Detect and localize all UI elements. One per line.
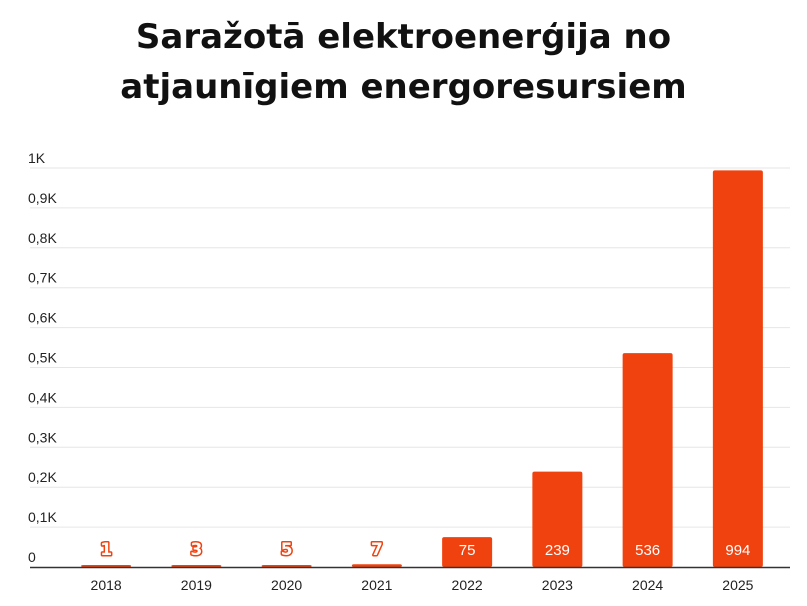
y-tick-label: 0,6K bbox=[28, 310, 57, 326]
y-tick-label: 0,3K bbox=[28, 429, 57, 445]
chart-title: Saražotā elektroenerģija no atjaunīgiem … bbox=[120, 17, 687, 107]
y-tick-label: 0,7K bbox=[28, 270, 57, 286]
x-tick-label: 2021 bbox=[361, 577, 392, 593]
bar-2020 bbox=[261, 565, 312, 567]
bar-2018 bbox=[81, 565, 132, 567]
data-label-2018: 1 bbox=[100, 540, 112, 560]
x-tick-label: 2024 bbox=[632, 577, 663, 593]
bar-2023 bbox=[532, 471, 583, 567]
y-tick-label: 0,8K bbox=[28, 230, 57, 246]
bar-2021 bbox=[351, 564, 402, 567]
data-label-2022: 75 bbox=[459, 542, 476, 559]
x-tick-label: 2019 bbox=[181, 577, 212, 593]
y-tick-label: 0,2K bbox=[28, 469, 57, 485]
y-tick-label: 0,5K bbox=[28, 350, 57, 366]
x-axis-ticks: 2018 2019 2020 2021 2022 2023 2024 2025 bbox=[91, 577, 754, 593]
data-label-2025: 994 bbox=[725, 542, 750, 559]
x-tick-label: 2020 bbox=[271, 577, 302, 593]
chart-title-wrap: Saražotā elektroenerģija no atjaunīgiem … bbox=[0, 12, 807, 112]
x-tick-label: 2018 bbox=[91, 577, 122, 593]
y-tick-label: 0,9K bbox=[28, 190, 57, 206]
bar-2025 bbox=[712, 170, 763, 568]
bar-2024 bbox=[622, 353, 673, 567]
data-label-2021: 7 bbox=[371, 540, 383, 560]
x-tick-label: 2022 bbox=[452, 577, 483, 593]
y-tick-label: 1K bbox=[28, 150, 46, 166]
x-tick-label: 2025 bbox=[722, 577, 753, 593]
data-labels: 1 3 5 7 75 239 536 994 bbox=[99, 539, 751, 562]
grid-lines bbox=[30, 167, 790, 528]
y-tick-label: 0 bbox=[28, 549, 36, 565]
bar-2019 bbox=[171, 565, 222, 567]
y-tick-label: 0,4K bbox=[28, 389, 57, 405]
data-label-2023: 239 bbox=[545, 542, 570, 559]
data-label-2020: 5 bbox=[281, 540, 293, 560]
bar-2022 bbox=[442, 537, 493, 567]
data-label-2024: 536 bbox=[635, 542, 660, 559]
y-axis-ticks: 0 0,1K 0,2K 0,3K 0,4K 0,5K 0,6K 0,7K 0,8K 0,9K 1K bbox=[28, 150, 57, 565]
y-tick-label: 0,1K bbox=[28, 509, 57, 525]
data-label-2019: 3 bbox=[190, 540, 202, 560]
x-tick-label: 2023 bbox=[542, 577, 573, 593]
bars bbox=[81, 170, 763, 568]
